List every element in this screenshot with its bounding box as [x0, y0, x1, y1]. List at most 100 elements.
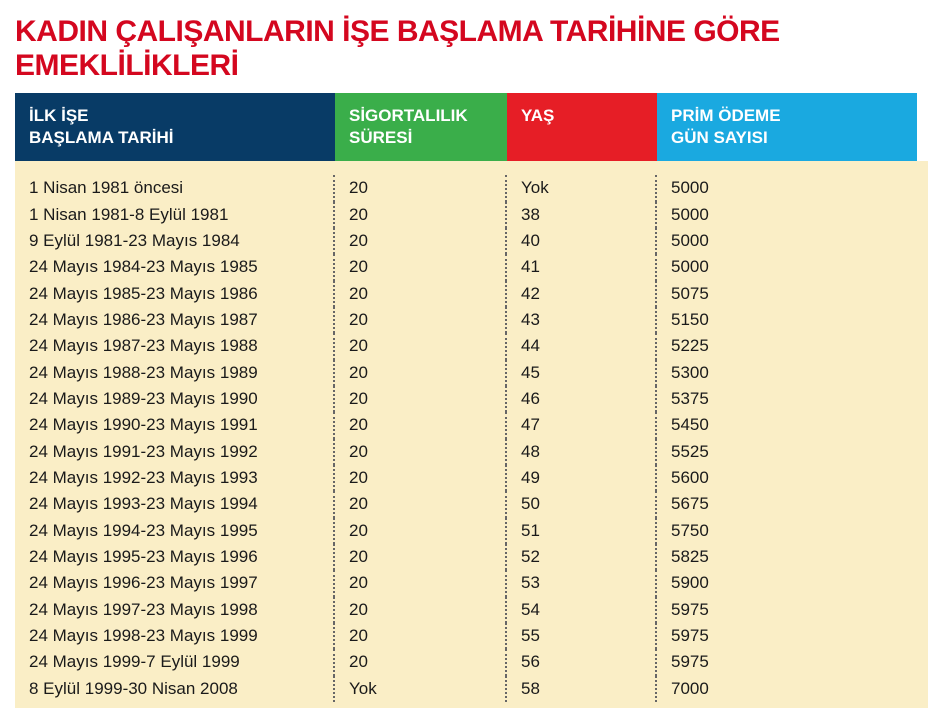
table-cell: 24 Mayıs 1988-23 Mayıs 1989 — [15, 360, 335, 386]
table-row: 24 Mayıs 1998-23 Mayıs 199920555975 — [15, 623, 928, 649]
table-row: 24 Mayıs 1985-23 Mayıs 198620425075 — [15, 281, 928, 307]
table-row: 24 Mayıs 1988-23 Mayıs 198920455300 — [15, 360, 928, 386]
table-cell: 20 — [335, 623, 507, 649]
table-cell: 5000 — [657, 202, 917, 228]
page-title: KADIN ÇALIŞANLARIN İŞE BAŞLAMA TARİHİNE … — [15, 15, 928, 83]
table-cell: 20 — [335, 491, 507, 517]
table-cell: 24 Mayıs 1997-23 Mayıs 1998 — [15, 597, 335, 623]
table-cell: 20 — [335, 649, 507, 675]
table-cell: 24 Mayıs 1993-23 Mayıs 1994 — [15, 491, 335, 517]
table-cell: 5975 — [657, 649, 917, 675]
table-row: 8 Eylül 1999-30 Nisan 2008Yok587000 — [15, 676, 928, 702]
table-row: 24 Mayıs 1994-23 Mayıs 199520515750 — [15, 518, 928, 544]
table-cell: 20 — [335, 597, 507, 623]
table-cell: 55 — [507, 623, 657, 649]
table-cell: 20 — [335, 412, 507, 438]
table-cell: 24 Mayıs 1994-23 Mayıs 1995 — [15, 518, 335, 544]
table-body: 1 Nisan 1981 öncesi20Yok50001 Nisan 1981… — [15, 161, 928, 708]
table-cell: 24 Mayıs 1991-23 Mayıs 1992 — [15, 439, 335, 465]
table-cell: 38 — [507, 202, 657, 228]
table-cell: 20 — [335, 439, 507, 465]
table-cell: 24 Mayıs 1999-7 Eylül 1999 — [15, 649, 335, 675]
table-cell: 20 — [335, 518, 507, 544]
table-cell: 5900 — [657, 570, 917, 596]
table-cell: Yok — [507, 175, 657, 201]
table-cell: 20 — [335, 307, 507, 333]
table-cell: 54 — [507, 597, 657, 623]
table-header-cell: YAŞ — [507, 93, 657, 161]
table-cell: 5750 — [657, 518, 917, 544]
table-cell: 8 Eylül 1999-30 Nisan 2008 — [15, 676, 335, 702]
table-cell: 51 — [507, 518, 657, 544]
table-cell: 5975 — [657, 597, 917, 623]
table-cell: 20 — [335, 281, 507, 307]
table-cell: 24 Mayıs 1986-23 Mayıs 1987 — [15, 307, 335, 333]
table-row: 24 Mayıs 1991-23 Mayıs 199220485525 — [15, 439, 928, 465]
table-cell: 9 Eylül 1981-23 Mayıs 1984 — [15, 228, 335, 254]
table-row: 24 Mayıs 1989-23 Mayıs 199020465375 — [15, 386, 928, 412]
table-cell: 5000 — [657, 254, 917, 280]
table-cell: 40 — [507, 228, 657, 254]
table-cell: 56 — [507, 649, 657, 675]
table-cell: 20 — [335, 228, 507, 254]
table-cell: 1 Nisan 1981 öncesi — [15, 175, 335, 201]
table-row: 1 Nisan 1981 öncesi20Yok5000 — [15, 175, 928, 201]
table-cell: 5300 — [657, 360, 917, 386]
table-cell: 5675 — [657, 491, 917, 517]
table-cell: 24 Mayıs 1989-23 Mayıs 1990 — [15, 386, 335, 412]
table-row: 9 Eylül 1981-23 Mayıs 198420405000 — [15, 228, 928, 254]
table-cell: 5375 — [657, 386, 917, 412]
table-cell: 5525 — [657, 439, 917, 465]
table-row: 24 Mayıs 1990-23 Mayıs 199120475450 — [15, 412, 928, 438]
table-cell: 5225 — [657, 333, 917, 359]
table-cell: 24 Mayıs 1984-23 Mayıs 1985 — [15, 254, 335, 280]
table-cell: 41 — [507, 254, 657, 280]
table-cell: 20 — [335, 570, 507, 596]
table-cell: 5000 — [657, 175, 917, 201]
table-cell: 5600 — [657, 465, 917, 491]
table-cell: 20 — [335, 544, 507, 570]
table-cell: 20 — [335, 333, 507, 359]
table-cell: 24 Mayıs 1987-23 Mayıs 1988 — [15, 333, 335, 359]
table-row: 1 Nisan 1981-8 Eylül 198120385000 — [15, 202, 928, 228]
table-cell: 20 — [335, 386, 507, 412]
table-cell: 20 — [335, 360, 507, 386]
table-header-cell: SİGORTALILIKSÜRESİ — [335, 93, 507, 161]
table-row: 24 Mayıs 1987-23 Mayıs 198820445225 — [15, 333, 928, 359]
table-row: 24 Mayıs 1995-23 Mayıs 199620525825 — [15, 544, 928, 570]
table-cell: 24 Mayıs 1996-23 Mayıs 1997 — [15, 570, 335, 596]
table-row: 24 Mayıs 1984-23 Mayıs 198520415000 — [15, 254, 928, 280]
table-cell: 5150 — [657, 307, 917, 333]
table-cell: 20 — [335, 175, 507, 201]
table-cell: 53 — [507, 570, 657, 596]
table-cell: 49 — [507, 465, 657, 491]
table-cell: 45 — [507, 360, 657, 386]
table-row: 24 Mayıs 1993-23 Mayıs 199420505675 — [15, 491, 928, 517]
table-row: 24 Mayıs 1992-23 Mayıs 199320495600 — [15, 465, 928, 491]
table-header-cell: PRİM ÖDEMEGÜN SAYISI — [657, 93, 917, 161]
table-row: 24 Mayıs 1997-23 Mayıs 199820545975 — [15, 597, 928, 623]
table-cell: 20 — [335, 202, 507, 228]
table-header-row: İLK İŞEBAŞLAMA TARİHİSİGORTALILIKSÜRESİY… — [15, 93, 928, 161]
table-cell: 24 Mayıs 1990-23 Mayıs 1991 — [15, 412, 335, 438]
table-cell: 52 — [507, 544, 657, 570]
table-cell: 44 — [507, 333, 657, 359]
table-cell: 5000 — [657, 228, 917, 254]
table-cell: 47 — [507, 412, 657, 438]
table-row: 24 Mayıs 1986-23 Mayıs 198720435150 — [15, 307, 928, 333]
table-row: 24 Mayıs 1999-7 Eylül 199920565975 — [15, 649, 928, 675]
table-cell: 24 Mayıs 1998-23 Mayıs 1999 — [15, 623, 335, 649]
table-cell: 42 — [507, 281, 657, 307]
table-header-cell: İLK İŞEBAŞLAMA TARİHİ — [15, 93, 335, 161]
table-cell: 5825 — [657, 544, 917, 570]
table-cell: 50 — [507, 491, 657, 517]
table-cell: 5075 — [657, 281, 917, 307]
table-cell: 1 Nisan 1981-8 Eylül 1981 — [15, 202, 335, 228]
table-cell: 43 — [507, 307, 657, 333]
table-cell: 24 Mayıs 1985-23 Mayıs 1986 — [15, 281, 335, 307]
table-cell: 7000 — [657, 676, 917, 702]
table-cell: 48 — [507, 439, 657, 465]
table-cell: 5450 — [657, 412, 917, 438]
table-cell: 20 — [335, 465, 507, 491]
table-cell: 20 — [335, 254, 507, 280]
